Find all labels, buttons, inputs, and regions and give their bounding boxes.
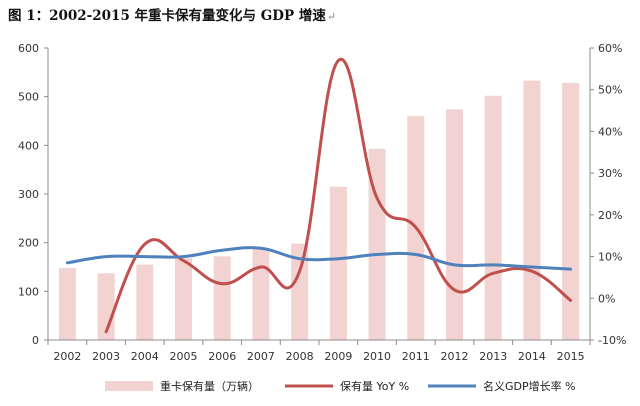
y-right-tick-label: 20% <box>598 209 622 222</box>
legend-swatch-0 <box>105 381 153 391</box>
legend: 重卡保有量（万辆） 保有量 YoY % 名义GDP增长率 % <box>105 379 576 393</box>
x-tick-label: 2009 <box>324 350 352 363</box>
y-left-tick-label: 500 <box>18 91 39 104</box>
bar-2006 <box>213 256 231 340</box>
bar-2015 <box>562 83 580 340</box>
bar-2002 <box>58 267 76 340</box>
x-tick-label: 2013 <box>479 350 507 363</box>
y-right-tick-label: -10% <box>598 334 626 347</box>
y-left-tick-label: 0 <box>32 334 39 347</box>
tick-labels: 0 100 200 300 400 500 600 -10% 0% 10% 20% 30% 40% 50%… <box>18 42 626 363</box>
x-tick-label: 2012 <box>441 350 469 363</box>
y-left-tick-label: 200 <box>18 237 39 250</box>
bar-2013 <box>484 95 502 341</box>
legend-label-0: 重卡保有量（万辆） <box>160 379 259 393</box>
legend-label-1: 保有量 YoY % <box>340 379 409 393</box>
bar-2004 <box>136 264 154 340</box>
bar-2009 <box>329 186 347 340</box>
line-series <box>65 57 573 334</box>
bar-2005 <box>175 258 192 340</box>
y-left-tick-label: 600 <box>18 42 39 55</box>
line-series-2 <box>65 246 573 271</box>
legend-label-2: 名义GDP增长率 % <box>483 379 576 393</box>
bar-2008 <box>291 243 309 340</box>
x-tick-label: 2008 <box>286 350 314 363</box>
chart-title-text: 图 1：2002-2015 年重卡保有量变化与 GDP 增速 <box>8 8 326 24</box>
y-left-tick-label: 300 <box>18 188 39 201</box>
chart-title: 图 1：2002-2015 年重卡保有量变化与 GDP 增速↵ <box>8 4 336 24</box>
y-left-tick-label: 100 <box>18 285 39 298</box>
x-tick-label: 2006 <box>208 350 236 363</box>
axes <box>44 47 594 345</box>
y-right-tick-label: 40% <box>598 125 622 138</box>
x-tick-label: 2015 <box>557 350 585 363</box>
x-tick-label: 2003 <box>92 350 120 363</box>
x-tick-label: 2005 <box>170 350 198 363</box>
bar-2007 <box>252 248 270 340</box>
bar-series <box>58 80 580 341</box>
line-series-1 <box>104 57 573 334</box>
y-right-tick-label: 0% <box>598 292 615 305</box>
x-tick-label: 2014 <box>518 350 546 363</box>
x-tick-label: 2010 <box>363 350 391 363</box>
x-tick-label: 2007 <box>247 350 275 363</box>
y-right-tick-label: 50% <box>598 84 622 97</box>
y-right-tick-label: 30% <box>598 167 622 180</box>
bar-2010 <box>368 148 386 340</box>
x-tick-label: 2004 <box>131 350 159 363</box>
y-right-tick-label: 60% <box>598 42 622 55</box>
bar-2012 <box>446 109 463 340</box>
paragraph-mark: ↵ <box>326 10 337 23</box>
y-left-tick-label: 400 <box>18 139 39 152</box>
bar-2014 <box>523 80 541 341</box>
x-tick-label: 2011 <box>402 350 430 363</box>
x-tick-label: 2002 <box>53 350 81 363</box>
y-right-tick-label: 10% <box>598 251 622 264</box>
